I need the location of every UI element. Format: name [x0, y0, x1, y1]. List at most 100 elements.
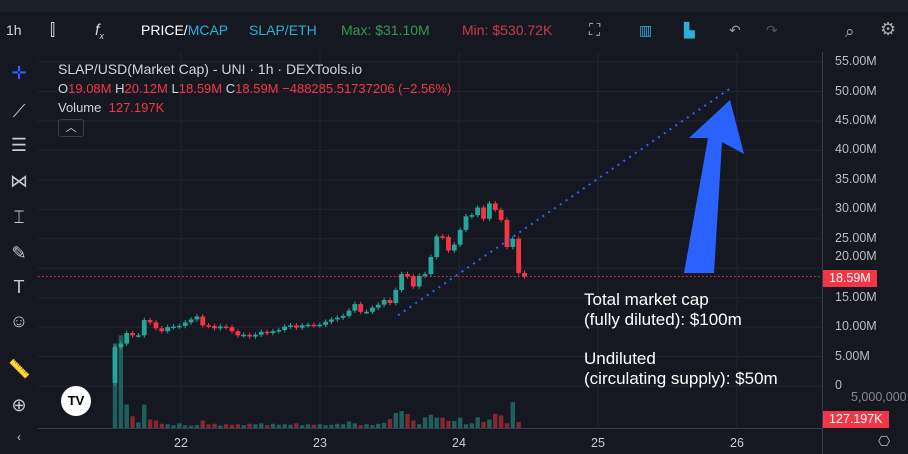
- candle-body: [504, 219, 510, 247]
- axis-settings-icon[interactable]: ⎔: [878, 433, 891, 449]
- interval-button[interactable]: 1h: [6, 22, 22, 38]
- emoji-icon[interactable]: ☺: [9, 311, 29, 331]
- candle-body: [235, 331, 241, 336]
- price-chart[interactable]: [38, 52, 822, 428]
- trendline-icon[interactable]: ⟋: [12, 101, 26, 121]
- volume-bar: [159, 423, 164, 428]
- volume-bar: [364, 424, 369, 428]
- volume-bar: [124, 404, 129, 428]
- volume-bar: [381, 422, 387, 428]
- volume-bar: [247, 423, 252, 428]
- quick-search-icon[interactable]: ⌕: [845, 22, 855, 41]
- candle-body: [463, 216, 469, 230]
- price-tick: 45.00M: [835, 112, 877, 127]
- volume-bar: [212, 423, 217, 428]
- volume-bar: [165, 424, 170, 428]
- candle-body: [136, 335, 141, 337]
- volume-bar: [147, 419, 153, 428]
- candle-body: [323, 321, 328, 325]
- candle-body: [410, 276, 416, 287]
- candle-body: [124, 332, 130, 344]
- crosshair-icon[interactable]: ✛: [11, 63, 27, 83]
- pair-alt-button[interactable]: SLAP/ETH: [249, 22, 317, 38]
- candle-body: [492, 203, 498, 210]
- volume-bar: [475, 417, 480, 428]
- volume-bar: [428, 414, 434, 428]
- volume-bar: [112, 343, 118, 428]
- volume-bar: [311, 424, 317, 428]
- volume-bar: [387, 419, 393, 428]
- volume-bar: [370, 425, 375, 428]
- price-tick: 40.00M: [835, 142, 877, 157]
- volume-bar: [393, 412, 398, 428]
- volume-bar: [446, 420, 451, 428]
- volume-bar: [282, 424, 287, 428]
- time-tick: 26: [730, 436, 744, 450]
- fx-icon[interactable]: fx: [95, 22, 104, 42]
- candle-body: [358, 304, 364, 312]
- undiluted-note: Undiluted (circulating supply): $50m: [584, 349, 778, 389]
- chart-toolbar: 1h ⫿ fx PRICE/MCAP SLAP/ETH Max: $31.10M…: [0, 12, 908, 52]
- candle-body: [253, 334, 258, 337]
- volume-value: 127.197K: [108, 100, 165, 115]
- brush-icon[interactable]: ✎: [11, 243, 27, 263]
- volume-bar: [352, 423, 358, 428]
- candle-body: [247, 334, 252, 337]
- volume-bar: [235, 424, 241, 428]
- price-mcap-toggle[interactable]: PRICE/MCAP: [141, 22, 228, 38]
- volume-bar: [493, 413, 498, 428]
- fib-lines-icon[interactable]: ☰: [10, 135, 28, 155]
- candle-body: [387, 300, 393, 303]
- candle-body: [370, 307, 375, 312]
- volume-bar: [253, 424, 258, 428]
- text-icon[interactable]: T: [13, 277, 25, 297]
- volume-bar: [440, 417, 445, 428]
- volume-bar: [288, 424, 293, 428]
- price-tick: 0: [835, 378, 842, 392]
- collapse-arrow-icon[interactable]: ‹: [17, 430, 21, 444]
- pattern-icon[interactable]: ⋈: [10, 171, 28, 191]
- candle-body: [165, 327, 171, 332]
- ruler-icon[interactable]: 📏: [8, 359, 31, 379]
- time-tick: 22: [174, 436, 188, 450]
- undo-icon[interactable]: ↶: [729, 22, 741, 38]
- measure-text-icon[interactable]: ⌶: [13, 207, 25, 227]
- volume-bar: [118, 335, 124, 428]
- time-axis[interactable]: 22 23 24 25 26: [38, 428, 822, 454]
- time-tick: 25: [591, 436, 605, 450]
- candle-body: [428, 257, 434, 275]
- collapse-legend-button[interactable]: ︿: [58, 119, 84, 137]
- candle-body: [375, 304, 381, 308]
- candles-icon[interactable]: ⫿: [50, 22, 56, 39]
- fdv-line-1: Total market cap: [584, 290, 709, 309]
- candle-body: [176, 325, 182, 328]
- volume-bar: [229, 424, 235, 428]
- volume-bar: [457, 417, 463, 428]
- fullscreen-icon[interactable]: ⛶: [589, 22, 601, 39]
- max-value: Max: $31.10M: [341, 22, 430, 38]
- high-value: 20.12M: [124, 81, 168, 96]
- candle-body: [293, 325, 299, 328]
- tradingview-logo[interactable]: TV: [61, 386, 91, 416]
- price-label: PRICE/: [141, 22, 188, 38]
- volume-bar: [259, 423, 264, 428]
- gear-icon[interactable]: ⚙: [880, 19, 897, 39]
- time-tick: 23: [313, 436, 327, 450]
- drawing-toolbar: ✛ ⟋ ☰ ⋈ ⌶ ✎ T ☺ 📏 ⊕ ‹: [0, 52, 38, 454]
- candle-body: [153, 322, 159, 329]
- candle-body: [171, 326, 176, 329]
- price-axis[interactable]: 55.00M 50.00M 45.00M 40.00M 35.00M 30.00M 25.0…: [822, 52, 908, 454]
- redo-icon[interactable]: ↷: [766, 22, 778, 38]
- window-top-strip: [0, 0, 908, 12]
- line-bars-icon[interactable]: ▙: [684, 22, 695, 38]
- candle-body: [147, 320, 153, 323]
- candle-body: [305, 324, 311, 327]
- c-label: C: [225, 81, 236, 96]
- candle-body: [416, 275, 422, 287]
- candle-body: [317, 324, 323, 327]
- zoom-in-icon[interactable]: ⊕: [11, 395, 27, 415]
- bar-chart-icon[interactable]: ▥: [639, 22, 653, 38]
- min-value: Min: $530.72K: [462, 22, 553, 38]
- volume-bar: [300, 425, 305, 428]
- volume-bar: [481, 421, 486, 428]
